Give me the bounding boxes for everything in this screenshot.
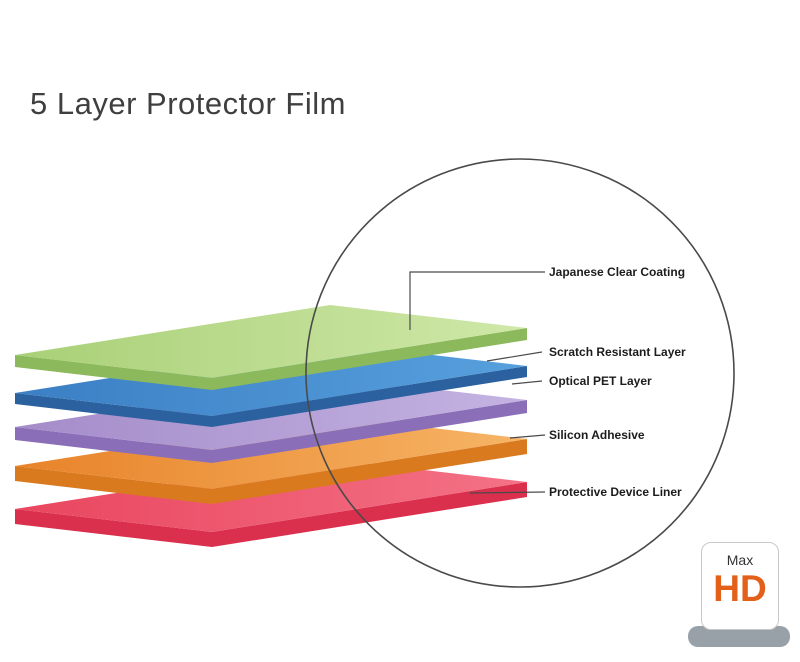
layer-japanese-clear-coating xyxy=(15,305,527,390)
callout-lines xyxy=(409,271,546,494)
callout-label-silicon-adhesive: Silicon Adhesive xyxy=(549,428,645,442)
callout-label-optical-pet: Optical PET Layer xyxy=(549,374,652,388)
callout-line-scratch-resistant xyxy=(486,351,543,362)
callout-line-optical-pet xyxy=(511,380,543,385)
callout-line-device-liner xyxy=(469,491,546,494)
callout-label-clear-coating: Japanese Clear Coating xyxy=(549,265,686,279)
layer-protective-device-liner xyxy=(15,459,527,547)
hd-badge-max-label: Max xyxy=(726,552,754,568)
hd-badge-hd-label: HD xyxy=(713,568,767,609)
hd-badge: Max HD xyxy=(701,542,779,630)
magnifier-circle xyxy=(305,158,735,588)
callout-line-clear-coating xyxy=(409,271,545,330)
hd-badge-base-bar xyxy=(688,626,790,647)
callout-label-scratch-resistant: Scratch Resistant Layer xyxy=(549,345,686,359)
diagram-title: 5 Layer Protector Film xyxy=(30,86,346,121)
callout-label-device-liner: Protective Device Liner xyxy=(549,485,682,499)
callout-line-silicon-adhesive xyxy=(509,434,546,439)
